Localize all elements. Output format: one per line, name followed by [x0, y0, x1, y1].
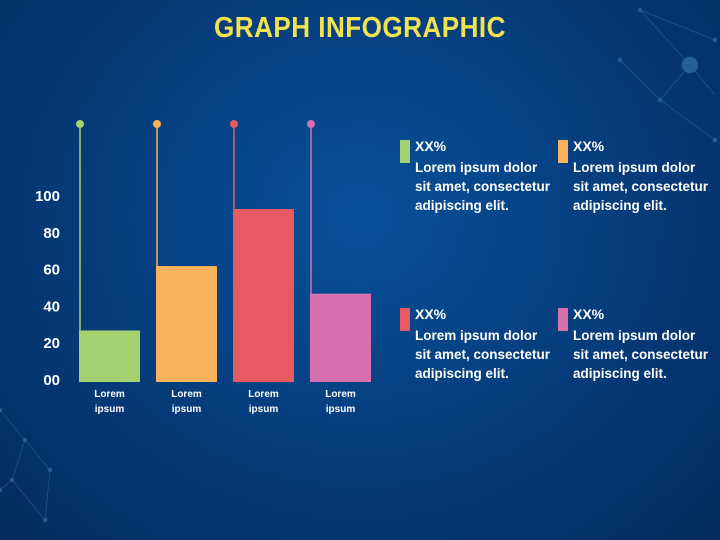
bar-1	[79, 330, 140, 382]
legend-swatch	[400, 308, 410, 331]
legend-swatch	[558, 140, 568, 163]
y-tick-label: 20	[43, 335, 60, 352]
legend-text: Lorem ipsum dolor sit amet, consectetur …	[573, 160, 709, 213]
bar-stem-dot	[153, 120, 161, 128]
x-tick-label: Lorem ipsum	[325, 389, 356, 415]
legend-text: Lorem ipsum dolor sit amet, consectetur …	[415, 160, 551, 213]
x-tick-label: Lorem ipsum	[248, 389, 279, 415]
bar-stem-dot	[307, 120, 315, 128]
legend-value: XX%	[573, 306, 605, 322]
x-tick-label: Lorem ipsum	[94, 389, 125, 415]
x-tick-label: Lorem ipsum	[171, 389, 202, 415]
bar-4	[310, 293, 371, 382]
bar-stem-dot	[230, 120, 238, 128]
y-tick-label: 80	[43, 225, 60, 242]
bars	[76, 120, 371, 382]
x-axis: Lorem ipsum Lorem ipsum Lorem ipsum Lorem ipsum	[94, 389, 356, 415]
y-tick-label: 100	[35, 188, 60, 205]
y-axis: 00 20 40 60 80 100	[35, 188, 60, 389]
bar-stem-dot	[76, 120, 84, 128]
legend-value: XX%	[573, 138, 605, 154]
legend-value: XX%	[415, 138, 447, 154]
legend-text: Lorem ipsum dolor sit amet, consectetur …	[573, 328, 709, 381]
y-tick-label: 40	[43, 298, 60, 315]
bar-2	[156, 266, 217, 382]
y-tick-label: 00	[43, 372, 60, 389]
legend-swatch	[558, 308, 568, 331]
legend-value: XX%	[415, 306, 447, 322]
y-tick-label: 60	[43, 262, 60, 279]
bar-3	[233, 209, 294, 382]
legend-text: Lorem ipsum dolor sit amet, consectetur …	[415, 328, 551, 381]
page-title: GRAPH INFOGRAPHIC	[214, 12, 506, 44]
legend-swatch	[400, 140, 410, 163]
